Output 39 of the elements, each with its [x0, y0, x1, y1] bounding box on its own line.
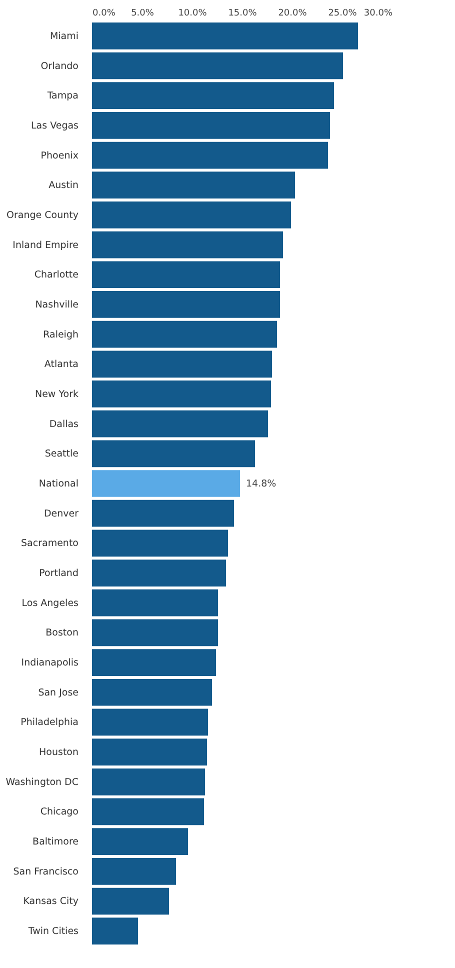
- y-tick-label: Twin Cities: [27, 926, 79, 938]
- y-tick-label: Kansas City: [23, 896, 79, 908]
- y-tick-label: Houston: [39, 747, 78, 758]
- y-tick-label: Miami: [50, 30, 78, 42]
- y-tick-label: Indianapolis: [21, 658, 79, 669]
- x-tick-label: 25.0%: [328, 8, 358, 18]
- y-tick-label: Sacramento: [21, 538, 79, 550]
- y-tick-label: Orlando: [40, 60, 79, 72]
- y-tick-label: Dallas: [49, 418, 79, 430]
- y-tick-label: Baltimore: [32, 836, 79, 848]
- y-tick-label: San Jose: [38, 687, 79, 698]
- y-tick-label: Orange County: [6, 210, 79, 221]
- y-tick-label: Chicago: [40, 806, 79, 818]
- x-tick-label: 30.0%: [364, 8, 393, 18]
- y-tick-label: Boston: [46, 628, 78, 639]
- y-tick-label: Portland: [39, 568, 78, 580]
- y-tick-label: Inland Empire: [12, 240, 79, 251]
- y-tick-label: Los Angeles: [22, 598, 79, 609]
- y-tick-label: Raleigh: [43, 329, 78, 340]
- data-label: 14.8%: [246, 478, 276, 490]
- y-tick-label: Denver: [44, 508, 79, 520]
- y-tick-label: Tampa: [46, 90, 78, 102]
- y-tick-label: National: [38, 478, 78, 490]
- y-tick-label: Las Vegas: [31, 120, 79, 132]
- y-tick-label: San Francisco: [13, 866, 79, 878]
- x-tick-label: 5.0%: [131, 8, 154, 18]
- y-tick-label: Seattle: [44, 448, 79, 460]
- x-tick-label: 10.0%: [178, 8, 208, 18]
- y-tick-label: Austin: [48, 180, 78, 192]
- y-tick-label: New York: [34, 388, 79, 400]
- y-tick-label: Washington DC: [6, 776, 79, 788]
- y-tick-label: Charlotte: [34, 270, 79, 281]
- y-tick-label: Nashville: [35, 299, 79, 310]
- y-tick-label: Atlanta: [44, 359, 78, 370]
- x-tick-label: 15.0%: [228, 8, 258, 18]
- y-tick-label: Phoenix: [40, 150, 79, 162]
- y-tick-label: Philadelphia: [20, 717, 78, 728]
- x-tick-label: 20.0%: [278, 8, 308, 18]
- x-tick-label: 0.0%: [92, 8, 116, 18]
